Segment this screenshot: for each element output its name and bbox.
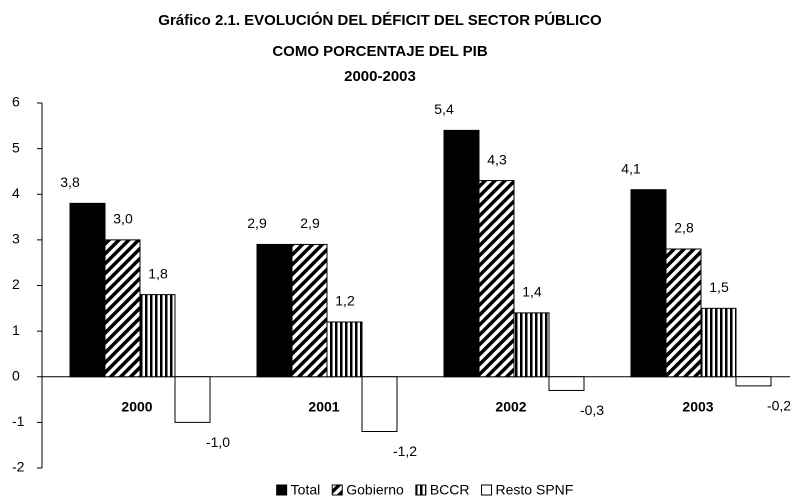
bar [69,202,106,378]
value-label: 2,9 [300,215,320,231]
value-label: 4,1 [621,160,641,176]
chart-title: 2000-2003 [344,68,416,85]
value-label: -1,2 [393,443,417,459]
value-label: -0,2 [767,398,791,414]
bar [104,239,141,378]
y-tick-label: 6 [12,94,20,110]
y-tick-label: -2 [12,459,25,475]
legend-swatch [415,484,427,496]
legend-swatch [276,484,288,496]
bar [443,129,480,378]
bar [548,376,585,391]
value-label: 1,5 [709,279,729,295]
bar [256,243,293,378]
value-label: 3,0 [113,211,133,227]
y-tick-label: 3 [12,231,20,247]
value-label: 2,8 [674,220,694,236]
bar [665,248,702,378]
value-label: 1,2 [335,293,355,309]
legend-label: BCCR [430,482,470,498]
x-tick-label: 2000 [121,398,152,414]
bar [735,376,772,387]
value-label: 2,9 [247,215,267,231]
x-tick-label: 2002 [495,398,526,414]
y-tick-label: 0 [12,367,20,383]
y-tick-label: -1 [12,413,25,429]
legend-label: Gobierno [346,482,404,498]
value-label: 4,3 [487,151,507,167]
legend-swatch [481,484,493,496]
x-tick-label: 2001 [308,398,339,414]
value-label: 1,8 [148,265,168,281]
y-tick-label: 1 [12,322,20,338]
legend-swatch [331,484,343,496]
y-tick-label: 4 [12,185,20,201]
value-label: 1,4 [522,284,542,300]
bar [174,376,211,423]
bar [361,376,398,432]
value-label: 5,4 [434,101,454,117]
bar [478,180,515,378]
bar [513,312,550,378]
bar [700,307,737,378]
chart-title: COMO PORCENTAJE DEL PIB [272,43,487,60]
legend-label: Total [291,482,321,498]
x-tick-label: 2003 [682,398,713,414]
value-label: -1,0 [206,434,230,450]
value-label: 3,8 [60,174,80,190]
y-tick-label: 2 [12,276,20,292]
value-label: -0,3 [580,402,604,418]
chart-title: Gráfico 2.1. EVOLUCIÓN DEL DÉFICIT DEL S… [158,11,602,29]
y-tick-label: 5 [12,139,20,155]
bar [291,243,328,378]
bar [630,189,667,378]
legend-label: Resto SPNF [496,482,574,498]
bar [326,321,363,378]
bar [139,294,176,378]
